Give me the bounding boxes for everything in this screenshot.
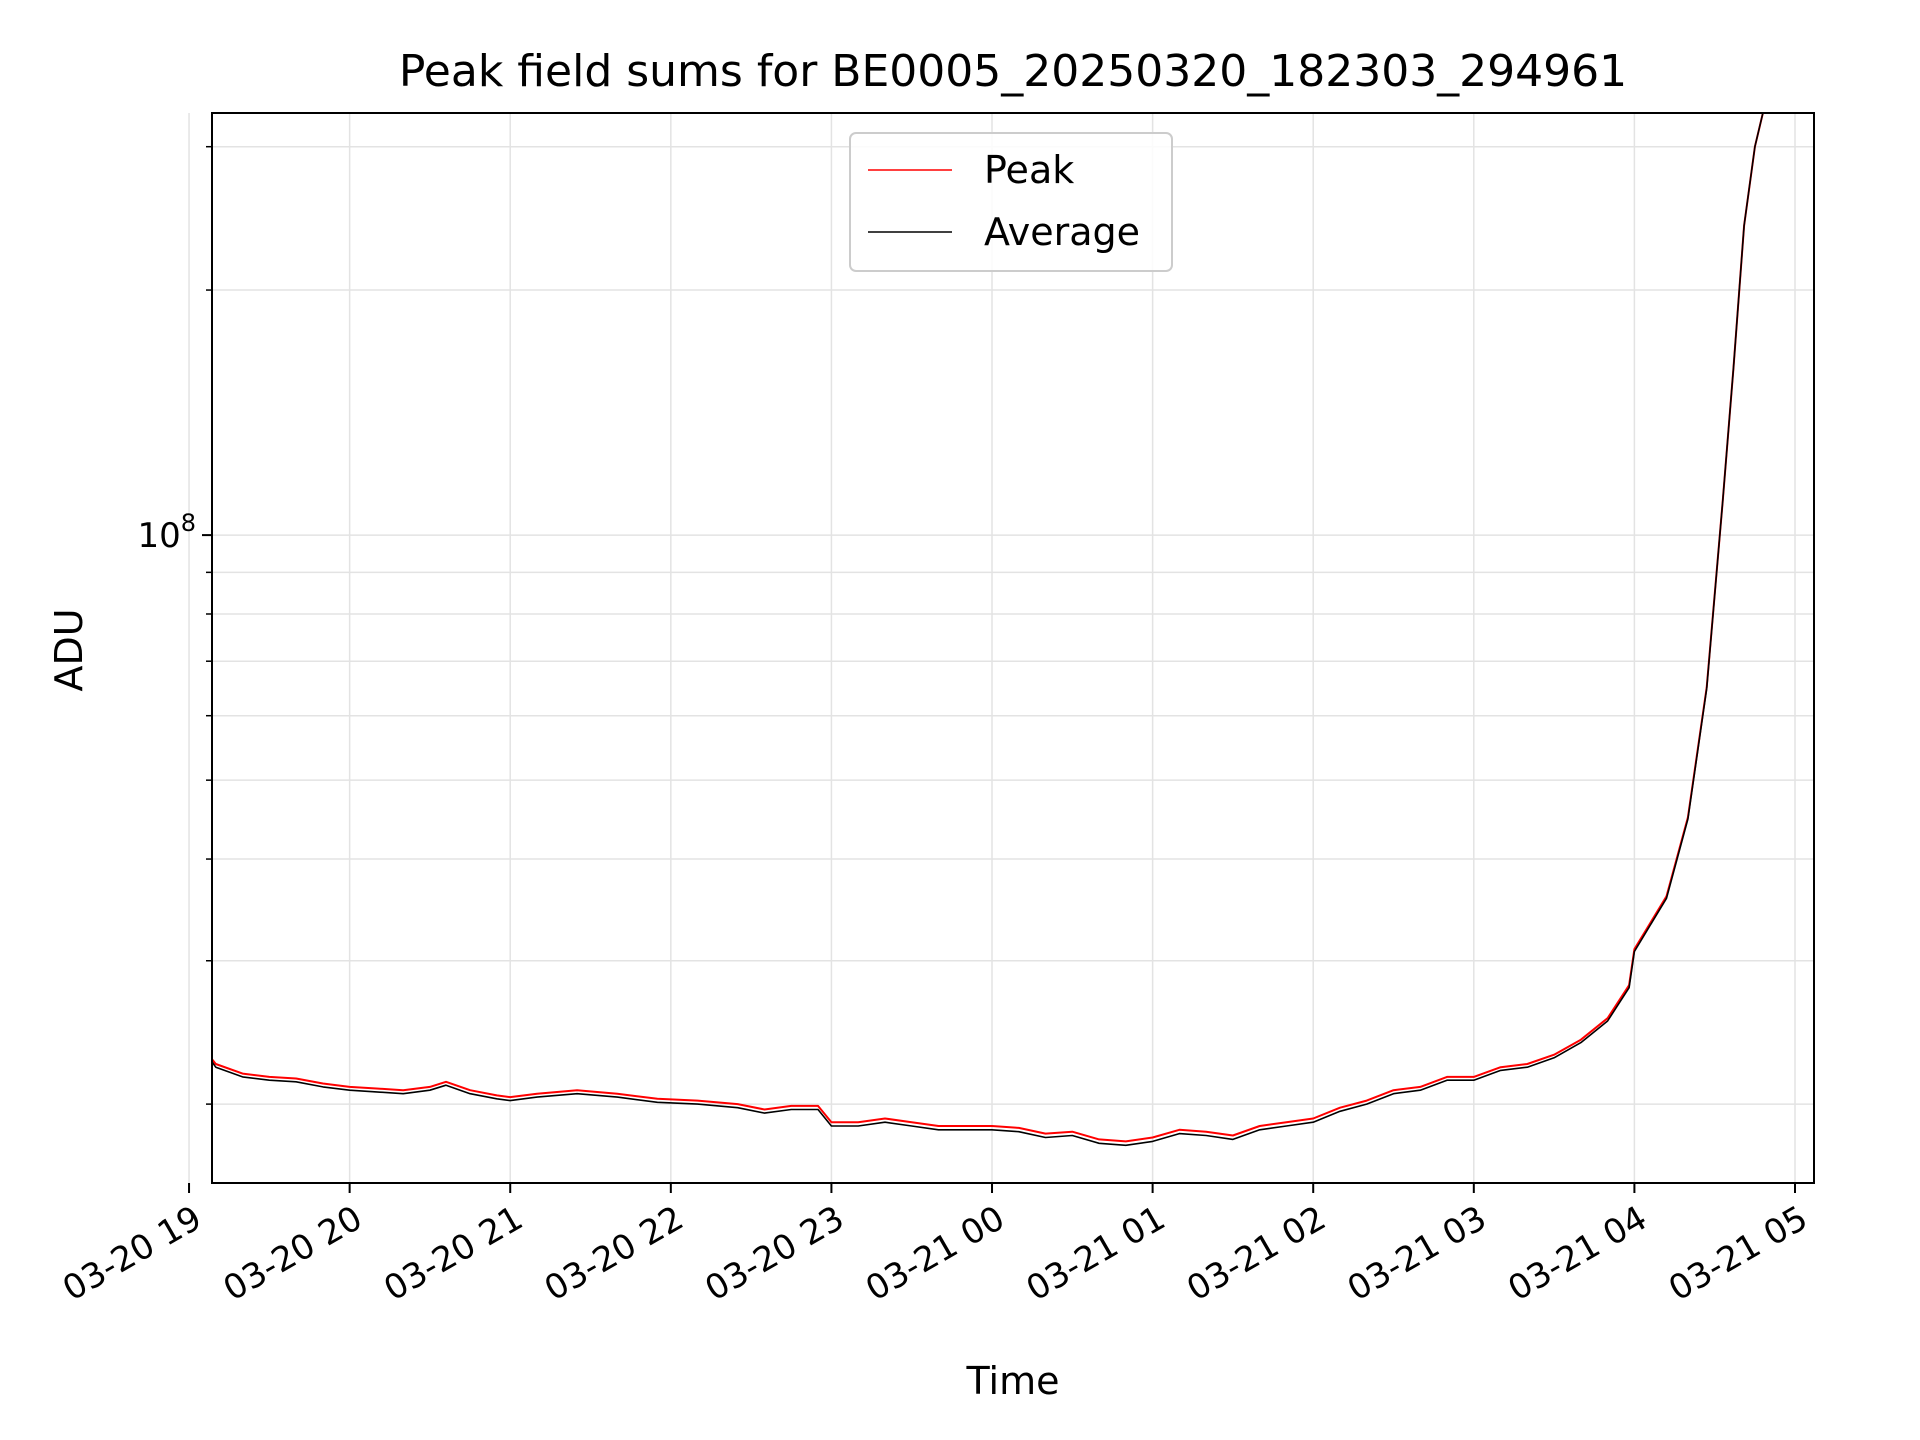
legend-average-label: Average <box>984 210 1140 254</box>
legend: Peak Average <box>849 132 1173 272</box>
chart-title: Peak field sums for BE0005_20250320_1823… <box>399 46 1627 97</box>
y-axis: 108 <box>137 145 212 1105</box>
series-line-average <box>212 113 1764 1147</box>
legend-box <box>849 132 1173 272</box>
series-layer <box>212 113 1764 1147</box>
y-tick-label: 108 <box>137 509 196 556</box>
x-axis-label: Time <box>966 1359 1060 1403</box>
y-axis-label: ADU <box>47 608 91 691</box>
legend-peak-label: Peak <box>984 148 1074 192</box>
plot-frame <box>211 112 1815 1184</box>
series-line-peak <box>212 113 1764 1143</box>
